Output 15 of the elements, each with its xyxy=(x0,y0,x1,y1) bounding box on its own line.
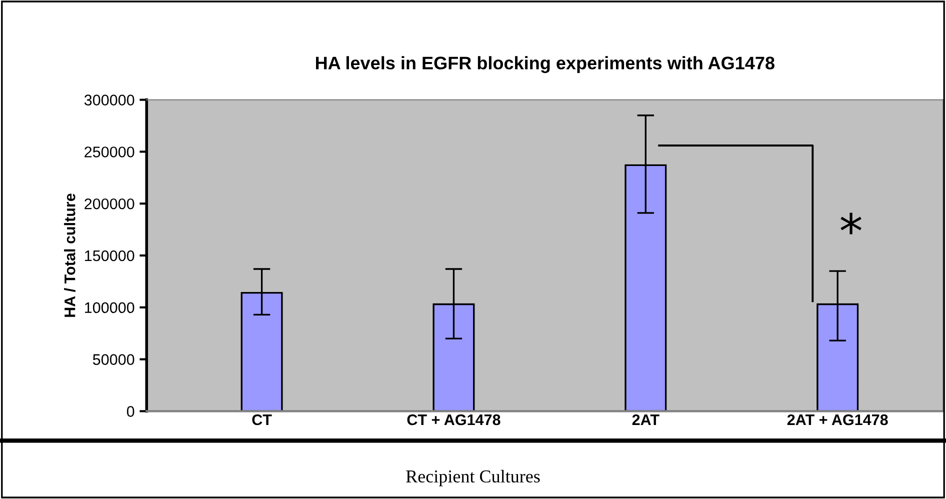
annotation: * xyxy=(840,212,862,234)
x-tick-label: 2AT xyxy=(632,414,660,426)
y-tick-label: 50000 xyxy=(92,354,134,365)
y-tick-label: 0 xyxy=(126,406,134,417)
y-tick-label: 250000 xyxy=(84,146,134,158)
x-tick-label: 2AT + AG1478 xyxy=(787,414,888,426)
chart-title: HA levels in EGFR blocking experiments with AG1478 xyxy=(316,56,774,74)
y-tick-label: 200000 xyxy=(84,198,134,210)
y-tick-label: 300000 xyxy=(84,94,134,106)
x-tick-label: CT xyxy=(252,414,272,426)
y-axis-title: HA / Total culture xyxy=(64,194,76,317)
y-tick-label: 100000 xyxy=(85,302,134,314)
y-tick-label: 150000 xyxy=(85,250,134,262)
x-tick-label: CT + AG1478 xyxy=(407,414,500,426)
x-axis-title: Recipient Cultures xyxy=(406,470,540,486)
